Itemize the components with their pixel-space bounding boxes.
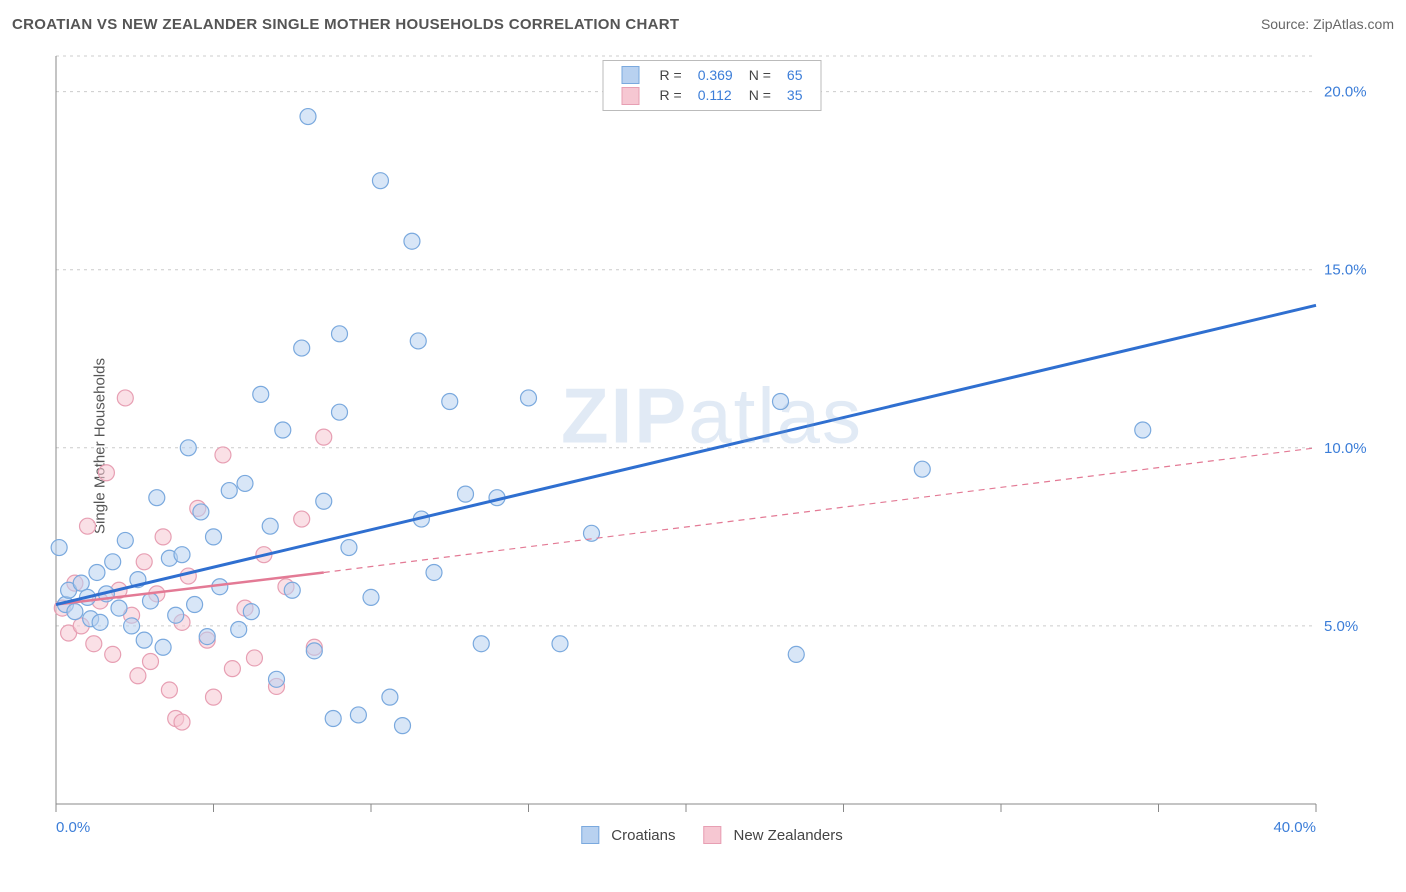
legend-label: Croatians	[611, 827, 675, 844]
svg-text:5.0%: 5.0%	[1324, 618, 1358, 635]
n-label: N =	[741, 85, 779, 105]
swatch-newzealanders	[622, 87, 640, 105]
legend-item-newzealanders: New Zealanders	[703, 826, 842, 844]
swatch-croatians	[622, 66, 640, 84]
swatch-icon	[703, 826, 721, 844]
svg-text:0.0%: 0.0%	[56, 819, 90, 836]
svg-text:10.0%: 10.0%	[1324, 440, 1367, 457]
legend-label: New Zealanders	[733, 827, 842, 844]
r-label: R =	[652, 85, 690, 105]
swatch-icon	[581, 826, 599, 844]
svg-text:20.0%: 20.0%	[1324, 84, 1367, 101]
series-legend: Croatians New Zealanders	[581, 826, 842, 844]
source-label: Source: ZipAtlas.com	[1261, 16, 1394, 32]
legend-row-croatians: R = 0.369 N = 65	[614, 65, 811, 85]
r-label: R =	[652, 65, 690, 85]
n-value-croatians: 65	[779, 65, 811, 85]
legend-item-croatians: Croatians	[581, 826, 675, 844]
chart-title: CROATIAN VS NEW ZEALANDER SINGLE MOTHER …	[12, 16, 679, 33]
scatter-chart: 5.0% 10.0% 15.0% 20.0% 0.0% 40.0%	[48, 48, 1376, 848]
n-label: N =	[741, 65, 779, 85]
source-name: ZipAtlas.com	[1313, 16, 1394, 32]
header: CROATIAN VS NEW ZEALANDER SINGLE MOTHER …	[12, 8, 1394, 40]
chart-area: 5.0%10.0%15.0%20.0%0.0%40.0% ZIPatlas R …	[48, 48, 1376, 848]
source-prefix: Source:	[1261, 16, 1313, 32]
correlation-legend: R = 0.369 N = 65 R = 0.112 N = 35	[603, 60, 822, 111]
n-value-newzealanders: 35	[779, 85, 811, 105]
svg-text:15.0%: 15.0%	[1324, 262, 1367, 279]
legend-row-newzealanders: R = 0.112 N = 35	[614, 85, 811, 105]
r-value-croatians: 0.369	[690, 65, 741, 85]
r-value-newzealanders: 0.112	[690, 85, 741, 105]
svg-text:40.0%: 40.0%	[1273, 819, 1316, 836]
